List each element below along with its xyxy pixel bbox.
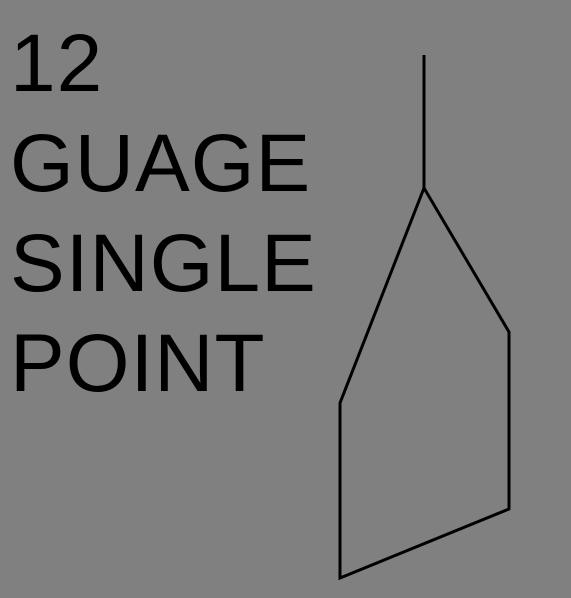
needle-label: 12 GUAGE SINGLE POINT — [10, 14, 317, 414]
gauge-word: GUAGE — [10, 118, 312, 209]
point-type-word: SINGLE — [10, 218, 317, 309]
gauge-number: 12 — [10, 18, 104, 109]
needle-body-outline — [338, 184, 511, 581]
point-word: POINT — [10, 318, 266, 409]
